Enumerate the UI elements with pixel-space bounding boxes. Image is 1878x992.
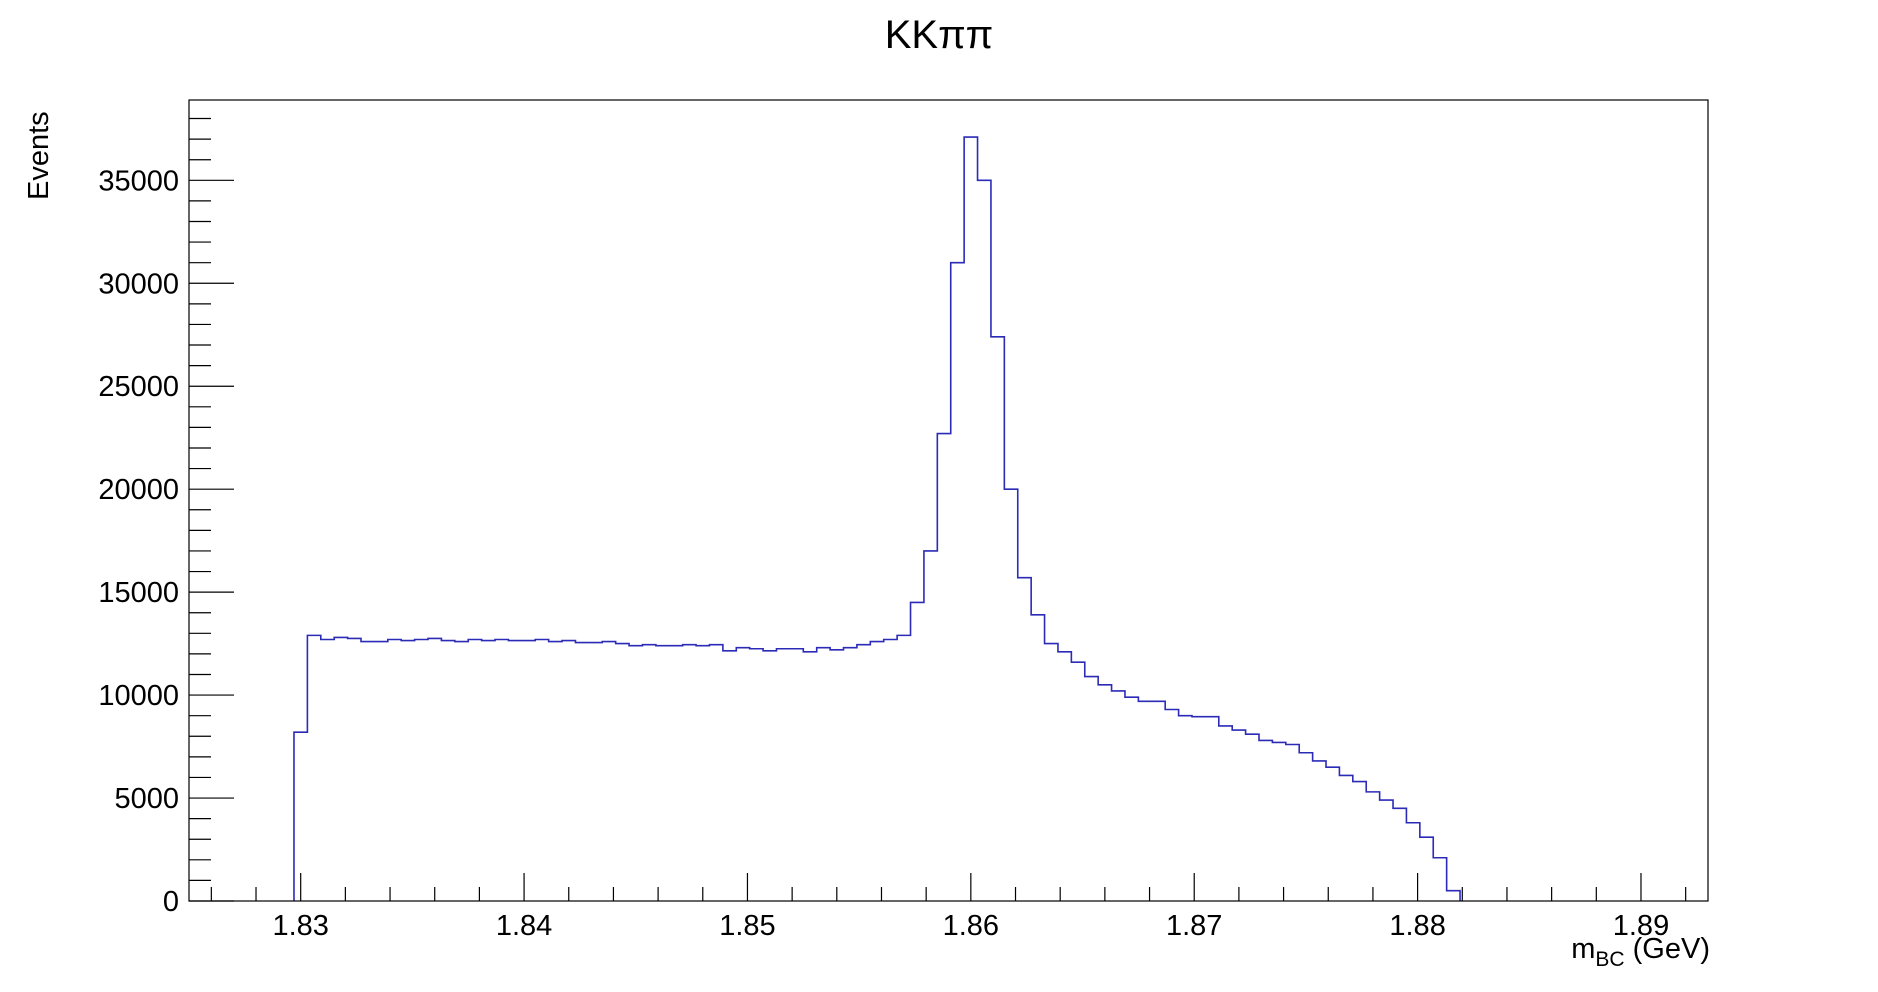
- y-tick-label: 25000: [98, 371, 179, 403]
- histogram-series: [293, 136, 1461, 901]
- plot-frame: [188, 99, 1709, 902]
- y-tick-label: 35000: [98, 165, 179, 197]
- y-tick-label: 5000: [114, 783, 179, 815]
- x-tick-label: 1.84: [496, 910, 552, 942]
- y-tick-label: 0: [163, 886, 179, 918]
- x-tick-label: 1.86: [943, 910, 999, 942]
- x-axis-label: mBC (GeV): [1571, 933, 1710, 971]
- chart-title: KKππ: [885, 13, 994, 57]
- axis-tick-labels: 0 5000 10000 15000 20000 25000 30000 35000 1.83 1…: [98, 165, 1669, 942]
- x-tick-label: 1.83: [272, 910, 328, 942]
- y-tick-label: 10000: [98, 680, 179, 712]
- y-tick-label: 30000: [98, 268, 179, 300]
- x-tick-label: 1.88: [1389, 910, 1445, 942]
- x-tick-label: 1.89: [1613, 910, 1669, 942]
- y-tick-label: 15000: [98, 577, 179, 609]
- x-tick-label: 1.87: [1166, 910, 1222, 942]
- y-tick-label: 20000: [98, 474, 179, 506]
- axis-ticks: [189, 117, 1687, 902]
- y-axis-label: Events: [23, 111, 55, 200]
- x-tick-label: 1.85: [719, 910, 775, 942]
